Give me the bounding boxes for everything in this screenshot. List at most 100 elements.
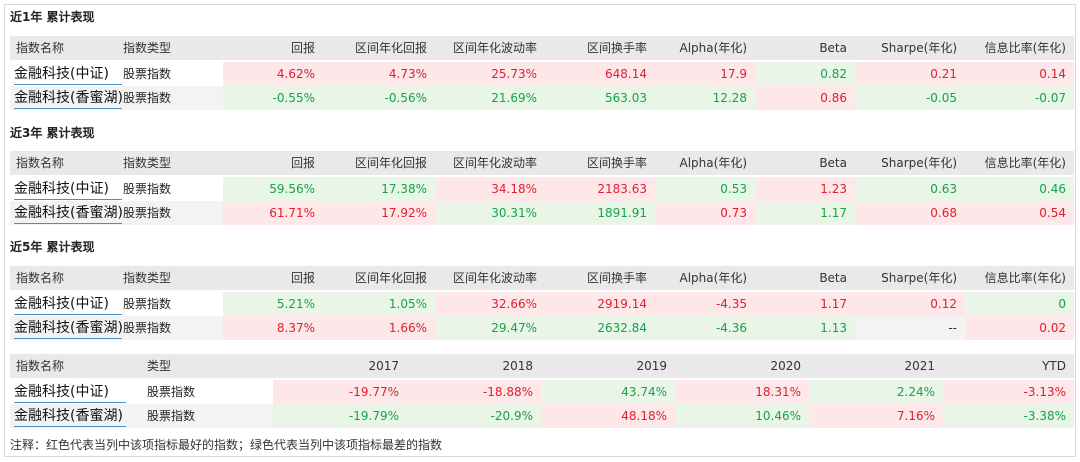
header-info-ratio: 信息比率(年化) [984, 156, 1066, 170]
annual-volatility-value: 29.47% [435, 316, 545, 340]
header-index-name: 指数名称 [16, 156, 65, 170]
beta-value: 1.17 [755, 201, 855, 225]
header-sharpe: Sharpe(年化) [881, 41, 957, 55]
table-row: 金融科技(香蜜湖) 股票指数 8.37% 1.66% 29.47% 2632.8… [10, 316, 1074, 340]
index-name-link[interactable]: 金融科技(香蜜湖) [14, 87, 122, 109]
table-header-5y: 指数名称 指数类型 回报 区间年化回报 区间年化波动率 区间换手率 Alpha(… [10, 266, 1074, 290]
info-ratio-value: 0.46 [965, 177, 1074, 201]
section-title-3y: 近3年 累计表现 [10, 126, 95, 140]
index-type: 股票指数 [123, 206, 172, 220]
header-info-ratio: 信息比率(年化) [984, 41, 1066, 55]
table-row: 金融科技(中证) 股票指数 -19.77% -18.88% 43.74% 18.… [10, 380, 1074, 404]
index-type: 股票指数 [123, 182, 172, 196]
beta-value: 1.17 [755, 292, 855, 316]
table-header-yearly: 指数名称 类型 2017 2018 2019 2020 2021 YTD [10, 354, 1074, 378]
alpha-value: 12.28 [655, 86, 755, 110]
annual-volatility-value: 30.31% [435, 201, 545, 225]
index-name-link[interactable]: 金融科技(香蜜湖) [14, 202, 122, 224]
header-type: 类型 [147, 359, 172, 373]
year-2017-value: -19.79% [273, 404, 407, 428]
header-index-type: 指数类型 [123, 156, 172, 170]
info-ratio-value: 0.54 [965, 201, 1074, 225]
index-name-link[interactable]: 金融科技(中证) [14, 178, 122, 200]
index-type: 股票指数 [147, 385, 196, 399]
alpha-value: 17.9 [655, 62, 755, 86]
table-row: 金融科技(中证) 股票指数 5.21% 1.05% 32.66% 2919.14… [10, 292, 1074, 316]
turnover-value: 648.14 [545, 62, 655, 86]
year-2020-value: 18.31% [675, 380, 809, 404]
header-index-name: 指数名称 [16, 359, 65, 373]
annual-volatility-value: 34.18% [435, 177, 545, 201]
index-name-link[interactable]: 金融科技(香蜜湖) [14, 405, 126, 427]
header-alpha: Alpha(年化) [679, 41, 747, 55]
annual-return-value: 1.05% [323, 292, 435, 316]
year-2021-value: 7.16% [809, 404, 943, 428]
header-return: 回报 [290, 271, 315, 285]
turnover-value: 1891.91 [545, 201, 655, 225]
section-title-5y: 近5年 累计表现 [10, 240, 95, 254]
header-return: 回报 [290, 156, 315, 170]
year-2018-value: -18.88% [407, 380, 541, 404]
header-year-2017: 2017 [368, 359, 399, 373]
beta-value: 1.13 [755, 316, 855, 340]
index-name-link[interactable]: 金融科技(中证) [14, 381, 126, 403]
header-alpha: Alpha(年化) [679, 271, 747, 285]
table-row: 金融科技(香蜜湖) 股票指数 -19.79% -20.9% 48.18% 10.… [10, 404, 1074, 428]
index-name-link[interactable]: 金融科技(香蜜湖) [14, 317, 122, 339]
header-annual-return: 区间年化回报 [354, 156, 427, 170]
table-row: 金融科技(香蜜湖) 股票指数 61.71% 17.92% 30.31% 1891… [10, 201, 1074, 225]
annual-volatility-value: 25.73% [435, 62, 545, 86]
index-name-link[interactable]: 金融科技(中证) [14, 63, 122, 85]
header-index-name: 指数名称 [16, 41, 65, 55]
header-return: 回报 [290, 41, 315, 55]
return-value: 5.21% [223, 292, 323, 316]
header-beta: Beta [819, 41, 847, 55]
header-annual-volatility: 区间年化波动率 [452, 271, 537, 285]
header-turnover: 区间换手率 [586, 271, 647, 285]
annual-volatility-value: 32.66% [435, 292, 545, 316]
header-sharpe: Sharpe(年化) [881, 156, 957, 170]
header-alpha: Alpha(年化) [679, 156, 747, 170]
sharpe-value: -- [948, 321, 957, 335]
year-2019-value: 48.18% [541, 404, 675, 428]
turnover-value: 2632.84 [545, 316, 655, 340]
index-type: 股票指数 [123, 321, 172, 335]
header-year-2019: 2019 [636, 359, 667, 373]
header-turnover: 区间换手率 [586, 41, 647, 55]
sharpe-value: -0.05 [855, 86, 965, 110]
year-2020-value: 10.46% [675, 404, 809, 428]
header-annual-return: 区间年化回报 [354, 271, 427, 285]
annual-volatility-value: 21.69% [435, 86, 545, 110]
index-type: 股票指数 [123, 67, 172, 81]
alpha-value: 0.73 [655, 201, 755, 225]
ytd-value: -3.38% [943, 404, 1074, 428]
sharpe-value: 0.21 [855, 62, 965, 86]
header-beta: Beta [819, 271, 847, 285]
header-annual-volatility: 区间年化波动率 [452, 41, 537, 55]
turnover-value: 2183.63 [545, 177, 655, 201]
info-ratio-value: 0 [965, 292, 1074, 316]
header-turnover: 区间换手率 [586, 156, 647, 170]
header-annual-volatility: 区间年化波动率 [452, 156, 537, 170]
header-annual-return: 区间年化回报 [354, 41, 427, 55]
turnover-value: 2919.14 [545, 292, 655, 316]
index-type: 股票指数 [147, 409, 196, 423]
table-header-1y: 指数名称 指数类型 回报 区间年化回报 区间年化波动率 区间换手率 Alpha(… [10, 36, 1074, 60]
header-year-2018: 2018 [502, 359, 533, 373]
legend-note: 注释：红色代表当列中该项指标最好的指数；绿色代表当列中该项指标最差的指数 [10, 438, 443, 452]
index-name-link[interactable]: 金融科技(中证) [14, 293, 122, 315]
header-year-2021: 2021 [904, 359, 935, 373]
beta-value: 0.82 [755, 62, 855, 86]
sharpe-value: 0.63 [855, 177, 965, 201]
annual-return-value: 4.73% [323, 62, 435, 86]
return-value: -0.55% [223, 86, 323, 110]
header-sharpe: Sharpe(年化) [881, 271, 957, 285]
header-info-ratio: 信息比率(年化) [984, 271, 1066, 285]
index-type: 股票指数 [123, 297, 172, 311]
year-2021-value: 2.24% [809, 380, 943, 404]
turnover-value: 563.03 [545, 86, 655, 110]
annual-return-value: -0.56% [323, 86, 435, 110]
table-row: 金融科技(中证) 股票指数 4.62% 4.73% 25.73% 648.14 … [10, 62, 1074, 86]
table-row: 金融科技(香蜜湖) 股票指数 -0.55% -0.56% 21.69% 563.… [10, 86, 1074, 110]
table-header-3y: 指数名称 指数类型 回报 区间年化回报 区间年化波动率 区间换手率 Alpha(… [10, 151, 1074, 175]
